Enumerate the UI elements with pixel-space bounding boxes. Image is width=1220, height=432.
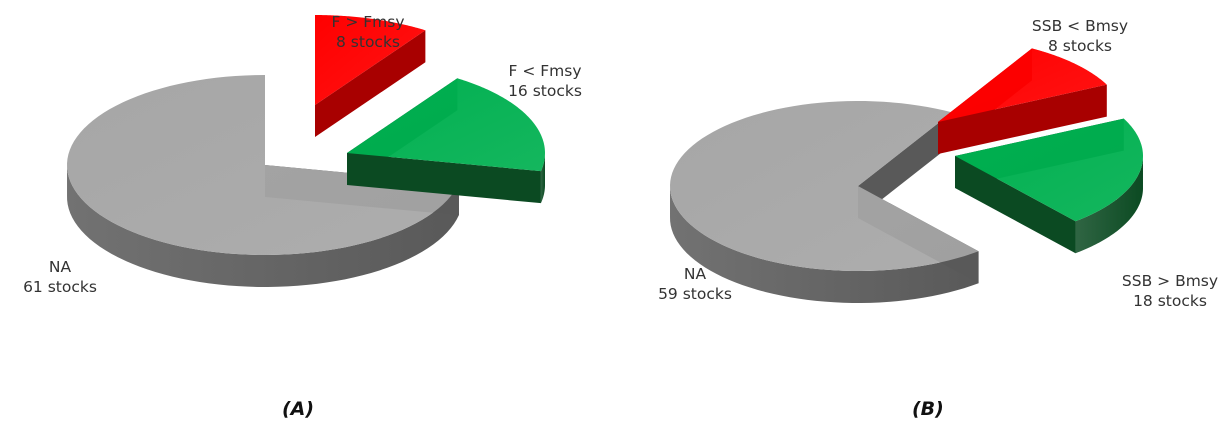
slice-label-ssb-bmsy: SSB > Bmsy 18 stocks — [1122, 272, 1218, 310]
slice-category: F < Fmsy — [508, 62, 581, 80]
slice-category: NA — [684, 265, 707, 283]
pie-panel-a: NA 61 stocks F > Fmsy 8 stocks F < Fmsy 16 st… — [23, 13, 582, 420]
slice-label-na: NA 59 stocks — [658, 265, 732, 303]
pie-slice-ssb-bmsy — [938, 48, 1107, 154]
pie-chart-b: NA 59 stocks SSB < Bmsy 8 stocks SSB > Bmsy 1… — [658, 17, 1218, 310]
panel-caption-a: (A) — [282, 398, 315, 420]
pie-slice-ssb-bmsy — [955, 118, 1143, 254]
slice-count: 8 stocks — [336, 33, 400, 51]
pie-slice-f-fmsy — [315, 15, 426, 137]
slice-category: F > Fmsy — [331, 13, 404, 31]
slice-count: 16 stocks — [508, 82, 582, 100]
slice-count: 18 stocks — [1133, 292, 1207, 310]
slice-label-ssb-bmsy: SSB < Bmsy 8 stocks — [1032, 17, 1128, 55]
slice-count: 8 stocks — [1048, 37, 1112, 55]
pie-slice-f-fmsy — [347, 78, 545, 204]
slice-label-na: NA 61 stocks — [23, 258, 97, 296]
pie-chart-a: NA 61 stocks F > Fmsy 8 stocks F < Fmsy 16 st… — [23, 13, 582, 296]
slice-category: SSB > Bmsy — [1122, 272, 1218, 290]
panel-caption-b: (B) — [912, 398, 944, 420]
slice-label-f-fmsy: F > Fmsy 8 stocks — [331, 13, 404, 51]
slice-category: NA — [49, 258, 72, 276]
pie-slice-na — [67, 75, 459, 287]
slice-category: SSB < Bmsy — [1032, 17, 1128, 35]
pie-slice-na — [670, 101, 979, 303]
slice-count: 59 stocks — [658, 285, 732, 303]
slice-count: 61 stocks — [23, 278, 97, 296]
pie-panel-b: NA 59 stocks SSB < Bmsy 8 stocks SSB > Bmsy 1… — [610, 0, 1220, 432]
slice-label-f-fmsy: F < Fmsy 16 stocks — [508, 62, 582, 100]
